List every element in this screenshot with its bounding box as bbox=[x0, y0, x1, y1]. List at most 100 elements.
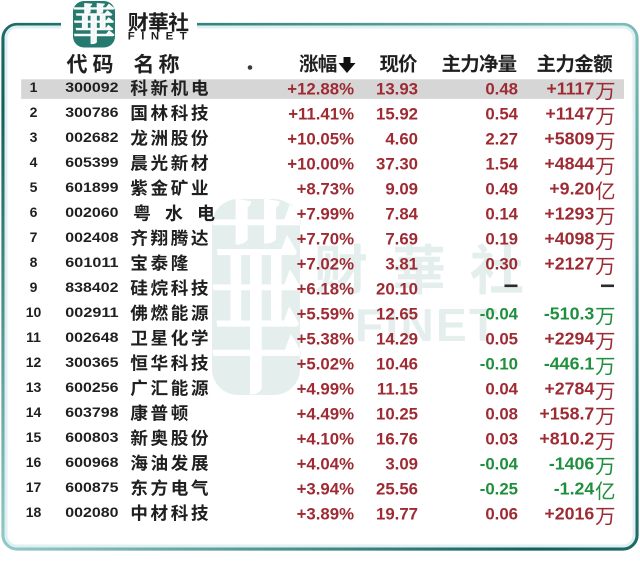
svg-text:0.06: 0.06 bbox=[485, 505, 518, 524]
svg-text:+2784: +2784 bbox=[544, 379, 594, 399]
svg-text:+10.05%: +10.05% bbox=[287, 130, 354, 149]
svg-text:4.60: 4.60 bbox=[385, 130, 418, 149]
svg-text:002408: 002408 bbox=[65, 229, 118, 245]
svg-text:002060: 002060 bbox=[65, 204, 118, 220]
svg-text:5: 5 bbox=[30, 179, 38, 195]
svg-text:+7.99%: +7.99% bbox=[297, 205, 354, 224]
svg-text:+4.49%: +4.49% bbox=[297, 405, 354, 424]
svg-text:+1117: +1117 bbox=[546, 79, 594, 99]
svg-text:37.30: 37.30 bbox=[376, 155, 418, 174]
svg-text:8: 8 bbox=[30, 254, 38, 270]
svg-text:+10.00%: +10.00% bbox=[287, 155, 354, 174]
svg-text:+4.10%: +4.10% bbox=[297, 430, 354, 449]
svg-text:0.49: 0.49 bbox=[485, 180, 518, 199]
svg-text:10: 10 bbox=[26, 304, 42, 320]
svg-text:15: 15 bbox=[26, 429, 42, 445]
svg-text:4: 4 bbox=[30, 154, 38, 170]
svg-text:+12.88%: +12.88% bbox=[287, 80, 354, 99]
svg-text:+7.02%: +7.02% bbox=[297, 255, 354, 274]
svg-text:-510.3: -510.3 bbox=[544, 304, 595, 324]
svg-text:838402: 838402 bbox=[65, 279, 118, 295]
svg-text:+4844: +4844 bbox=[544, 154, 594, 174]
svg-text:0.14: 0.14 bbox=[485, 205, 518, 224]
svg-text:13.93: 13.93 bbox=[376, 80, 418, 99]
svg-text:+158.7: +158.7 bbox=[539, 404, 594, 424]
svg-text:+9.20: +9.20 bbox=[549, 179, 594, 199]
svg-text:1.54: 1.54 bbox=[485, 155, 518, 174]
svg-text:9: 9 bbox=[30, 279, 38, 295]
svg-text:+1147: +1147 bbox=[545, 104, 594, 124]
svg-text:7.84: 7.84 bbox=[385, 205, 418, 224]
svg-text:002080: 002080 bbox=[65, 504, 118, 520]
svg-text:601899: 601899 bbox=[65, 179, 118, 195]
svg-text:+5.59%: +5.59% bbox=[297, 305, 354, 324]
svg-text:-1406: -1406 bbox=[549, 454, 595, 474]
svg-text:+810.2: +810.2 bbox=[539, 429, 594, 449]
svg-text:15.92: 15.92 bbox=[376, 105, 418, 124]
svg-text:0.19: 0.19 bbox=[485, 230, 518, 249]
svg-text:9.09: 9.09 bbox=[385, 180, 418, 199]
svg-text:11.15: 11.15 bbox=[377, 380, 418, 399]
svg-text:+3.89%: +3.89% bbox=[297, 505, 354, 524]
svg-text:600875: 600875 bbox=[65, 479, 118, 495]
svg-text:+6.18%: +6.18% bbox=[297, 280, 354, 299]
svg-text:14: 14 bbox=[26, 404, 42, 420]
svg-text:2.27: 2.27 bbox=[485, 130, 518, 149]
svg-text:0.04: 0.04 bbox=[485, 380, 518, 399]
svg-text:14.29: 14.29 bbox=[376, 330, 418, 349]
svg-text:12.65: 12.65 bbox=[376, 305, 418, 324]
svg-text:-446.1: -446.1 bbox=[544, 354, 595, 374]
svg-text:-0.25: -0.25 bbox=[480, 480, 518, 499]
svg-text:25.56: 25.56 bbox=[376, 480, 418, 499]
svg-text:FINET: FINET bbox=[355, 299, 499, 351]
svg-text:3: 3 bbox=[30, 129, 38, 145]
svg-text:11: 11 bbox=[26, 329, 41, 345]
svg-text:600803: 600803 bbox=[65, 429, 118, 445]
svg-text:+2016: +2016 bbox=[544, 504, 594, 524]
svg-text:300092: 300092 bbox=[65, 79, 118, 95]
svg-text:7: 7 bbox=[30, 229, 38, 245]
svg-text:FINET: FINET bbox=[128, 30, 193, 42]
svg-text:0.05: 0.05 bbox=[485, 330, 518, 349]
svg-text:3.81: 3.81 bbox=[385, 255, 418, 274]
svg-text:13: 13 bbox=[26, 379, 42, 395]
svg-text:600256: 600256 bbox=[65, 379, 118, 395]
svg-text:+4.99%: +4.99% bbox=[297, 380, 354, 399]
svg-text:+8.73%: +8.73% bbox=[297, 180, 354, 199]
svg-text:0.54: 0.54 bbox=[485, 105, 518, 124]
svg-text:2: 2 bbox=[30, 104, 38, 120]
svg-text:300365: 300365 bbox=[65, 354, 118, 370]
svg-text:002911: 002911 bbox=[65, 304, 118, 320]
svg-text:1: 1 bbox=[30, 79, 38, 95]
svg-text:+4.04%: +4.04% bbox=[297, 455, 354, 474]
svg-text:002682: 002682 bbox=[65, 129, 118, 145]
svg-text:601011: 601011 bbox=[65, 254, 118, 270]
svg-text:603798: 603798 bbox=[65, 404, 118, 420]
svg-text:0.03: 0.03 bbox=[485, 430, 518, 449]
svg-text:6: 6 bbox=[30, 204, 38, 220]
svg-text:0.30: 0.30 bbox=[485, 255, 518, 274]
svg-text:10.46: 10.46 bbox=[376, 355, 418, 374]
svg-text:3.09: 3.09 bbox=[385, 455, 418, 474]
svg-text:10.25: 10.25 bbox=[376, 405, 418, 424]
svg-text:-0.04: -0.04 bbox=[480, 455, 519, 474]
svg-text:+4098: +4098 bbox=[544, 229, 594, 249]
svg-text:+5.02%: +5.02% bbox=[297, 355, 354, 374]
svg-text:+5809: +5809 bbox=[544, 129, 594, 149]
svg-text:002648: 002648 bbox=[65, 329, 118, 345]
svg-text:+1293: +1293 bbox=[544, 204, 594, 224]
svg-text:12: 12 bbox=[26, 354, 42, 370]
svg-text:+5.38%: +5.38% bbox=[297, 330, 354, 349]
svg-text:-0.10: -0.10 bbox=[480, 355, 518, 374]
svg-text:605399: 605399 bbox=[65, 154, 118, 170]
svg-text:16.76: 16.76 bbox=[376, 430, 418, 449]
svg-text:20.10: 20.10 bbox=[376, 280, 418, 299]
svg-text:+11.41%: +11.41% bbox=[288, 105, 354, 124]
svg-text:7.69: 7.69 bbox=[385, 230, 418, 249]
svg-text:19.77: 19.77 bbox=[376, 505, 418, 524]
svg-text:18: 18 bbox=[26, 504, 42, 520]
svg-text:300786: 300786 bbox=[65, 104, 118, 120]
svg-text:+3.94%: +3.94% bbox=[297, 480, 354, 499]
svg-text:-1.24: -1.24 bbox=[554, 479, 595, 499]
svg-text:0.48: 0.48 bbox=[485, 80, 518, 99]
